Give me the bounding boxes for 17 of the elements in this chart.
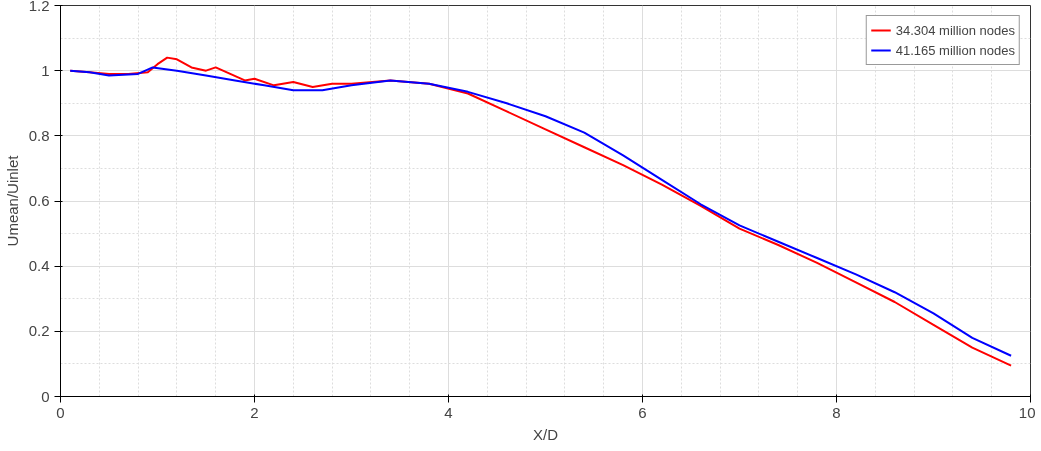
x-axis-title: X/D [533, 425, 559, 443]
y-tick-label: 0.4 [28, 257, 50, 275]
x-tick-label: 8 [832, 403, 841, 421]
y-tick-label: 1 [41, 61, 50, 79]
y-tick-label: 0.8 [28, 126, 50, 144]
x-tick-label: 10 [1018, 403, 1036, 421]
legend-label: 34.304 million nodes [895, 22, 1015, 38]
y-tick-label: 1.2 [28, 0, 50, 14]
y-axis-title: Umean/Uinlet [3, 154, 21, 247]
y-tick-label: 0 [41, 387, 50, 405]
x-tick-label: 4 [444, 403, 453, 421]
y-tick-label: 0.6 [28, 192, 50, 209]
x-tick-label: 2 [250, 403, 259, 421]
x-tick-label: 0 [56, 403, 65, 421]
y-tick-label: 0.2 [28, 322, 50, 340]
legend-label: 41.165 million nodes [895, 42, 1015, 58]
x-tick-label: 6 [638, 403, 647, 421]
